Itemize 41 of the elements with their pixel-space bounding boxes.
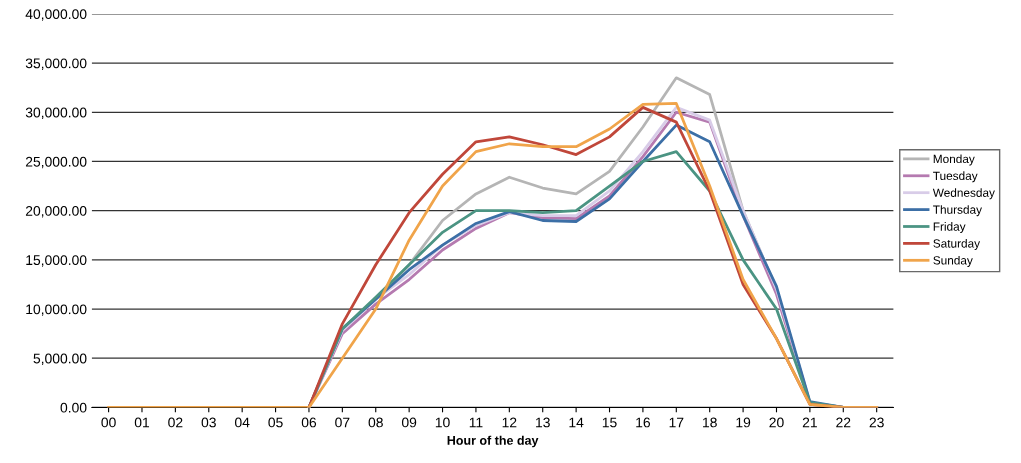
x-tick-label: 03 (201, 417, 216, 428)
x-tick-label: 22 (836, 417, 851, 428)
x-tick-label: 10 (435, 417, 450, 428)
x-tick-label: 00 (101, 417, 116, 428)
y-tick-label: 10,000.00 (26, 304, 87, 316)
x-tick-label: 20 (769, 417, 784, 428)
x-tick-label: 23 (869, 417, 884, 428)
x-tick-label: 02 (168, 417, 183, 428)
legend-label: Saturday (933, 238, 981, 250)
x-tick-label: 18 (703, 417, 717, 428)
x-tick-label: 05 (268, 417, 283, 428)
legend-label: Sunday (933, 255, 973, 267)
x-tick-label: 12 (502, 417, 517, 428)
x-tick-label: 08 (368, 417, 383, 428)
x-tick-label: 09 (401, 417, 417, 428)
x-tick-label: 06 (301, 417, 317, 428)
x-tick-label: 14 (569, 417, 584, 428)
y-tick-label: 30,000.00 (25, 107, 87, 120)
x-tick-label: 07 (335, 417, 350, 428)
legend-label: Wednesday (932, 188, 995, 200)
x-tick-label: 16 (636, 417, 651, 428)
y-tick-label: 15,000.00 (26, 255, 87, 267)
y-tick-label: 20,000.00 (25, 206, 87, 218)
legend-label: Tuesday (933, 171, 978, 183)
y-tick-label: 40,000.00 (25, 9, 87, 21)
y-tick-label: 0.00 (60, 402, 87, 413)
x-tick-label: 04 (234, 417, 250, 428)
x-tick-label: 17 (669, 417, 684, 428)
x-tick-label: 21 (802, 417, 817, 428)
y-tick-label: 5,000.00 (33, 353, 87, 366)
x-tick-label: 15 (602, 417, 617, 428)
x-tick-label: 11 (469, 417, 483, 428)
y-tick-label: 35,000.00 (25, 58, 87, 70)
y-tick-label: 25,000.00 (25, 156, 87, 169)
x-tick-label: 19 (736, 417, 751, 428)
legend-label: Thursday (933, 205, 982, 217)
x-tick-label: 01 (134, 417, 150, 428)
legend-label: Monday (933, 154, 975, 166)
x-tick-label: 13 (536, 417, 550, 428)
legend-label: Friday (933, 222, 966, 234)
x-axis-title: Hour of the day (447, 435, 539, 448)
